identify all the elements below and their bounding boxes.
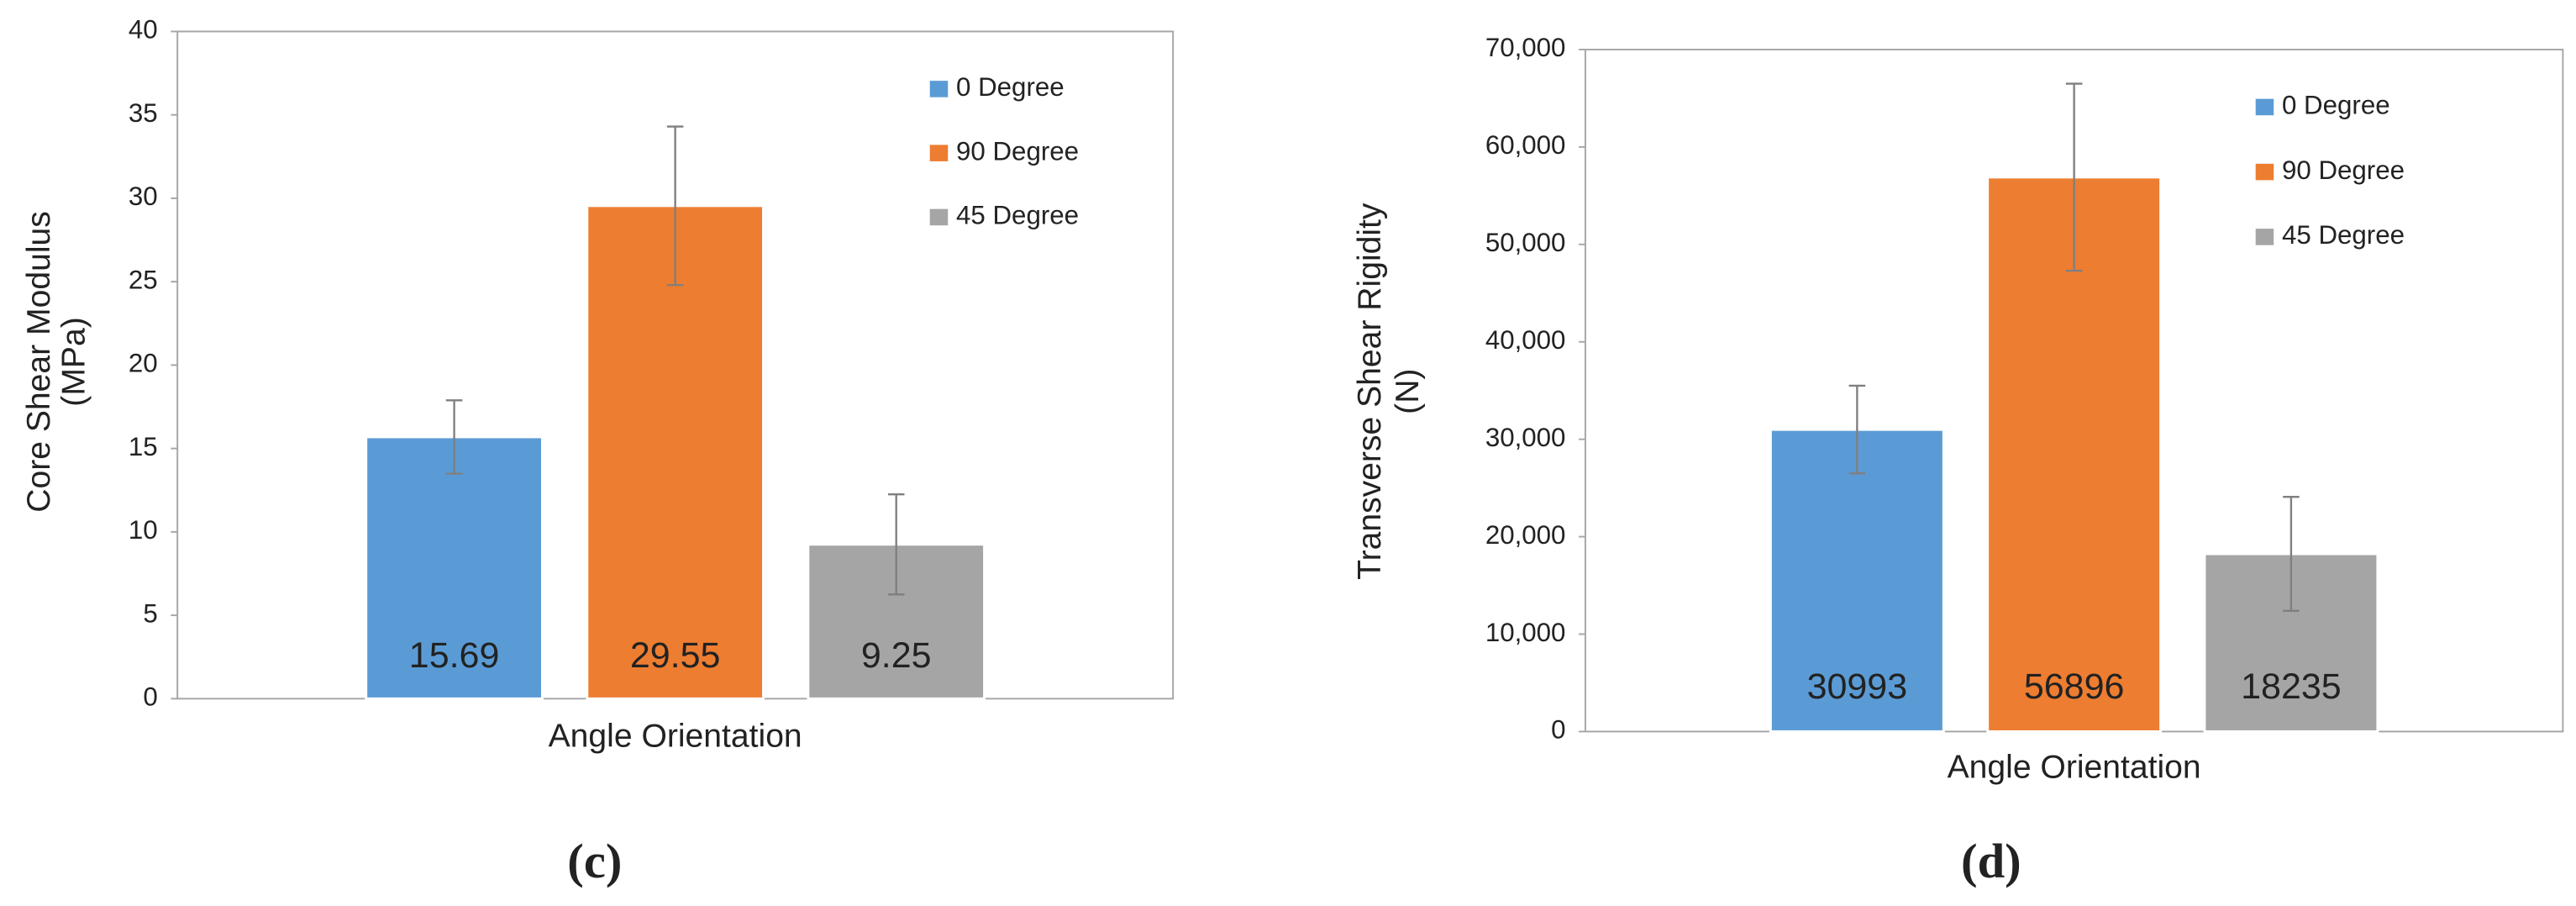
panel-label: (c) <box>567 834 622 888</box>
error-bar <box>887 493 905 596</box>
y-axis-label: Transverse Shear Rigidity <box>1352 203 1388 580</box>
legend-swatch <box>2255 98 2274 116</box>
y-tick-label: 50,000 <box>1485 228 1566 257</box>
error-bar <box>2283 496 2300 613</box>
y-tick-label: 0 <box>1551 715 1565 745</box>
legend-swatch <box>2255 229 2274 245</box>
y-tick-label: 70,000 <box>1485 33 1566 62</box>
y-tick-label: 25 <box>129 265 158 294</box>
value-label: 15.69 <box>409 635 500 676</box>
legend-label: 90 Degree <box>956 136 1079 166</box>
y-tick-label: 60,000 <box>1485 130 1566 160</box>
value-label: 30993 <box>1807 666 1908 707</box>
value-label: 18235 <box>2241 666 2342 707</box>
legend-label: 45 Degree <box>956 201 1079 230</box>
error-bar <box>1848 384 1866 475</box>
y-tick-label: 10,000 <box>1485 618 1566 647</box>
y-tick-label: 5 <box>143 598 157 628</box>
value-label: 29.55 <box>630 635 721 676</box>
y-axis-label: (N) <box>1390 369 1426 414</box>
y-tick-label: 40,000 <box>1485 325 1566 355</box>
y-tick-label: 20 <box>129 349 158 378</box>
error-bar <box>445 399 463 475</box>
x-axis-label: Angle Orientation <box>1948 750 2201 786</box>
legend-swatch <box>2255 163 2274 181</box>
error-bar <box>666 125 684 287</box>
bar <box>1769 428 1945 733</box>
y-tick-label: 0 <box>143 682 157 712</box>
bar <box>365 435 544 700</box>
error-bar <box>2065 82 2083 272</box>
legend-label: 45 Degree <box>2282 220 2405 250</box>
value-label: 9.25 <box>861 635 932 676</box>
y-tick-label: 40 <box>129 15 158 45</box>
y-axis-label: (MPa) <box>55 317 92 406</box>
y-tick-label: 35 <box>129 98 158 128</box>
legend-swatch <box>929 81 949 97</box>
value-label: 56896 <box>2024 666 2125 707</box>
y-tick-label: 30 <box>129 182 158 211</box>
legend-swatch <box>929 208 949 226</box>
legend-swatch <box>929 145 949 161</box>
legend-label: 90 Degree <box>2282 155 2405 185</box>
y-tick-label: 10 <box>129 515 158 545</box>
legend-label: 0 Degree <box>2282 91 2390 120</box>
legend-label: 0 Degree <box>956 72 1065 102</box>
panel-label: (d) <box>1961 834 2021 888</box>
x-axis-label: Angle Orientation <box>549 719 802 755</box>
y-axis-label: Core Shear Modulus <box>21 211 57 513</box>
y-tick-label: 15 <box>129 432 158 461</box>
y-tick-label: 20,000 <box>1485 520 1566 550</box>
y-tick-label: 30,000 <box>1485 423 1566 452</box>
